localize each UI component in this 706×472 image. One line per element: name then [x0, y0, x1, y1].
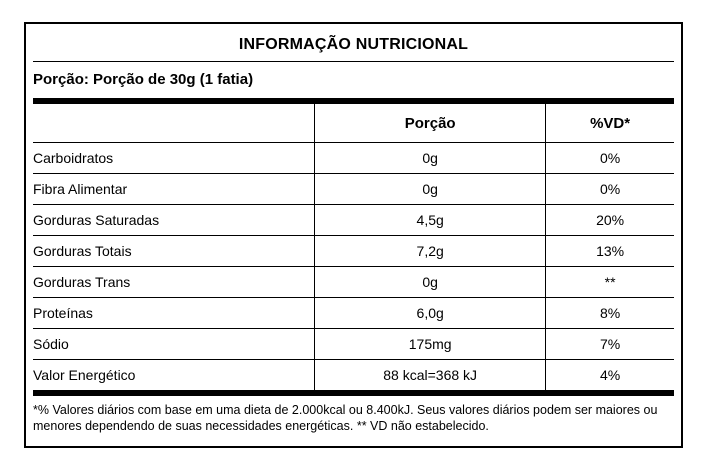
portion-value-cell: 0g [314, 142, 546, 174]
daily-value-cell: 0% [545, 173, 674, 205]
thick-divider-bottom [33, 390, 674, 396]
daily-value-cell: 20% [545, 204, 674, 236]
daily-value-cell: ** [545, 266, 674, 298]
daily-value-cell: 0% [545, 142, 674, 174]
nutrient-name-cell: Gorduras Totais [33, 235, 315, 267]
serving-size-line: Porção: Porção de 30g (1 fatia) [33, 71, 254, 88]
portion-value-cell: 6,0g [314, 297, 546, 329]
nutrient-name-cell: Fibra Alimentar [33, 173, 315, 205]
title-divider [33, 61, 674, 62]
table-row: Fibra Alimentar 0g 0% [33, 173, 674, 205]
label-title: INFORMAÇÃO NUTRICIONAL [238, 36, 469, 53]
table-row: Valor Energético 88 kcal=368 kJ 4% [33, 359, 674, 390]
table-row: Carboidratos 0g 0% [33, 142, 674, 174]
daily-value-cell: 8% [545, 297, 674, 329]
table-row: Gorduras Trans 0g ** [33, 266, 674, 298]
table-row: Proteínas 6,0g 8% [33, 297, 674, 329]
table-body: Carboidratos 0g 0% Fibra Alimentar 0g 0% Gordu… [33, 142, 674, 390]
header-daily-value: %VD* [545, 104, 674, 143]
daily-value-cell: 13% [545, 235, 674, 267]
nutrient-name-cell: Valor Energético [33, 367, 136, 383]
nutrient-name-cell: Carboidratos [33, 142, 315, 174]
portion-value-cell: 0g [314, 266, 546, 298]
daily-value-cell: 4% [545, 359, 674, 390]
nutrient-name-cell: Proteínas [33, 297, 315, 329]
header-nutrient [33, 104, 315, 143]
table-row: Gorduras Saturadas 4,5g 20% [33, 204, 674, 236]
table-header-row: Porção %VD* [33, 104, 674, 143]
portion-value-cell: 175mg [314, 328, 546, 360]
portion-value-cell: 4,5g [314, 204, 546, 236]
portion-value-cell: 0g [314, 173, 546, 205]
nutrient-name-cell: Gorduras Saturadas [33, 204, 315, 236]
nutrition-table: Porção %VD* Carboidratos 0g 0% Fibra Alimen… [33, 104, 674, 390]
portion-value-cell: 88 kcal=368 kJ [314, 359, 546, 390]
table-row: Sódio 175mg 7% [33, 328, 674, 360]
portion-value-cell: 7,2g [314, 235, 546, 267]
daily-value-cell: 7% [545, 328, 674, 360]
footnote: *% Valores diários com base em uma dieta… [33, 403, 658, 433]
nutrient-name-cell: Gorduras Trans [33, 266, 315, 298]
table-row: Gorduras Totais 7,2g 13% [33, 235, 674, 267]
header-portion: Porção [314, 104, 546, 143]
nutrition-label: INFORMAÇÃO NUTRICIONAL Porção: Porção de… [24, 22, 683, 448]
nutrient-name-cell: Sódio [33, 328, 315, 360]
thick-divider-top [33, 98, 674, 104]
